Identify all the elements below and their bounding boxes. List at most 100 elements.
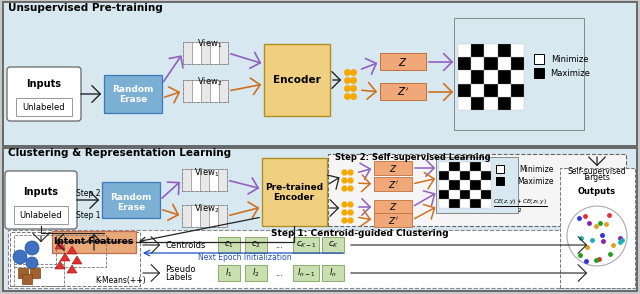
Bar [14,206,68,224]
Bar [210,42,219,64]
Polygon shape [67,246,77,254]
Text: K-Means(++): K-Means(++) [95,275,146,285]
Bar [471,57,484,70]
Bar [3,148,637,291]
Bar [498,97,511,110]
Text: $l_{n-1}$: $l_{n-1}$ [297,267,315,279]
Polygon shape [67,265,77,273]
FancyBboxPatch shape [5,171,77,229]
Text: Unlabeled: Unlabeled [20,211,62,220]
Bar [471,97,484,110]
Text: Maximize: Maximize [550,69,590,78]
Bar [183,42,228,64]
Bar [484,57,498,70]
Polygon shape [72,256,82,264]
Bar [484,97,498,110]
Bar [374,177,412,191]
Text: View$_2$: View$_2$ [195,203,220,215]
Bar [458,57,471,70]
Bar [3,2,637,146]
Bar [484,44,498,57]
Bar [293,265,319,281]
Text: Next Epoch Initialization: Next Epoch Initialization [198,253,292,263]
Text: Self-supervised: Self-supervised [568,166,627,176]
Bar [436,157,518,213]
Bar [470,190,481,199]
Text: Minimize: Minimize [551,54,589,64]
Bar [439,181,449,190]
Bar [14,264,64,286]
Text: Step 1: Centroid-guided Clustering: Step 1: Centroid-guided Clustering [271,228,449,238]
Bar [496,165,504,173]
Bar [460,181,470,190]
Bar [449,199,460,208]
Bar [374,200,412,214]
Bar [328,154,626,226]
Bar [460,199,470,208]
Bar [511,57,524,70]
Bar [201,80,210,102]
Bar [18,268,28,278]
Polygon shape [55,261,65,269]
Text: ...: ... [275,240,283,250]
Text: Outputs: Outputs [578,186,616,196]
Bar [293,237,319,253]
Circle shape [25,241,39,255]
Bar [470,181,481,190]
Bar [511,83,524,97]
Bar [484,70,498,83]
Bar [471,83,484,97]
Bar [471,70,484,83]
Bar [534,68,544,78]
Bar [209,169,218,191]
Bar [481,171,491,181]
Polygon shape [60,253,70,261]
Bar [322,265,344,281]
Bar [210,80,219,102]
Bar [245,265,267,281]
Bar [470,199,481,208]
Bar [471,44,484,57]
Text: $Z'$: $Z'$ [388,178,398,190]
Bar [458,44,471,57]
Bar [16,98,72,116]
Text: Step 2: Self-supervised Learning: Step 2: Self-supervised Learning [335,153,491,163]
Text: Intent Features: Intent Features [54,238,134,246]
Circle shape [26,257,38,269]
Bar [191,205,200,227]
Bar [191,169,200,191]
Bar [30,268,40,278]
Polygon shape [55,241,65,249]
Text: ...: ... [275,268,283,278]
Text: Centroids: Centroids [165,240,205,250]
Bar [454,18,584,130]
Bar [218,265,240,281]
Bar [219,80,228,102]
Text: Pre-trained: Pre-trained [265,183,323,193]
Text: $c_K$: $c_K$ [328,240,339,250]
Text: $c_1$: $c_1$ [224,240,234,250]
Text: $l_n$: $l_n$ [329,267,337,279]
Text: Encoder: Encoder [273,193,315,203]
Text: Minimize: Minimize [519,165,553,173]
Text: Maximize: Maximize [518,176,554,186]
Bar [380,83,426,100]
Text: $Z$: $Z$ [388,163,397,173]
Bar [182,205,227,227]
Bar [460,171,470,181]
Text: $Z'$: $Z'$ [388,215,398,225]
Bar [511,70,524,83]
Bar [192,80,201,102]
Bar [264,44,330,116]
Bar [439,190,449,199]
Bar [14,235,64,267]
Bar [498,70,511,83]
Text: $l_1$: $l_1$ [225,267,233,279]
Bar [322,237,344,253]
Bar [52,231,136,253]
Text: Erase: Erase [119,94,147,103]
Bar [102,182,160,218]
Text: $\frac{CE(z,y)+CE(z\prime,y)}{2}$: $\frac{CE(z,y)+CE(z\prime,y)}{2}$ [493,197,547,215]
Bar [200,169,209,191]
Bar [511,97,524,110]
